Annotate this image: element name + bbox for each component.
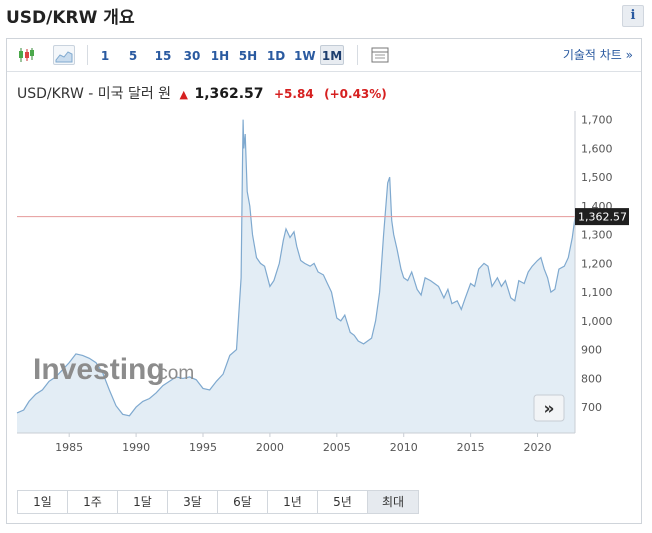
x-tick-label: 2010: [390, 441, 418, 454]
watermark-brand: Investing: [33, 353, 165, 386]
expand-icon: »: [544, 399, 555, 419]
y-tick-label: 800: [581, 372, 602, 385]
x-tick-label: 1985: [55, 441, 83, 454]
x-tick-label: 2000: [256, 441, 284, 454]
y-tick-label: 1,300: [581, 229, 613, 242]
y-tick-label: 1,600: [581, 142, 613, 155]
instrument-name: USD/KRW - 미국 달러 원: [17, 86, 172, 102]
interval-1d-button[interactable]: 1D: [266, 49, 286, 63]
price-change: +5.84: [274, 87, 314, 101]
price-change-percent: (+0.43%): [324, 87, 387, 101]
y-axis: 7008009001,0001,1001,2001,3001,4001,5001…: [574, 111, 613, 433]
interval-1m-button[interactable]: 1M: [320, 45, 344, 65]
interval-1h-button[interactable]: 1H: [210, 49, 230, 63]
range-1y-button[interactable]: 1년: [268, 491, 318, 513]
x-tick-label: 2015: [457, 441, 485, 454]
price-chart[interactable]: 7008009001,0001,1001,2001,3001,4001,5001…: [7, 39, 641, 479]
range-1d-button[interactable]: 1일: [18, 491, 68, 513]
range-3m-button[interactable]: 3달: [168, 491, 218, 513]
expand-chart-button[interactable]: »: [533, 394, 565, 422]
price-line: [16, 119, 576, 417]
interval-5h-button[interactable]: 5H: [238, 49, 258, 63]
interval-1-button[interactable]: 1: [100, 49, 110, 63]
area-fill: [17, 119, 575, 433]
table-view-icon[interactable]: [369, 45, 391, 65]
x-axis: 1985 1990 1995 2000 2005 2010 2015 2020: [17, 432, 575, 454]
quote-line: USD/KRW - 미국 달러 원 ▲ 1,362.57 +5.84 (+0.4…: [17, 83, 387, 103]
y-tick-label: 900: [581, 344, 602, 357]
interval-1w-button[interactable]: 1W: [294, 49, 316, 63]
time-range-selector: 1일 1주 1달 3달 6달 1년 5년 최대: [17, 490, 419, 514]
page-title: USD/KRW 개요: [6, 8, 135, 28]
interval-15-button[interactable]: 15: [154, 49, 172, 63]
range-5y-button[interactable]: 5년: [318, 491, 368, 513]
x-tick-label: 2020: [524, 441, 552, 454]
interval-5-button[interactable]: 5: [128, 49, 138, 63]
toolbar-divider: [87, 45, 88, 65]
range-6m-button[interactable]: 6달: [218, 491, 268, 513]
last-price: 1,362.57: [194, 86, 264, 102]
candlestick-icon[interactable]: [15, 45, 37, 65]
up-arrow-icon: ▲: [179, 88, 188, 101]
chart-panel: 1 5 15 30 1H 5H 1D 1W 1M 기술적 차트 » USD/KR…: [6, 38, 642, 524]
last-price-label: 1,362.57: [578, 211, 627, 224]
watermark-suffix: .com: [153, 363, 194, 384]
interval-30-button[interactable]: 30: [183, 49, 201, 63]
info-icon[interactable]: i: [622, 5, 644, 27]
range-1w-button[interactable]: 1주: [68, 491, 118, 513]
technical-chart-link[interactable]: 기술적 차트 »: [562, 48, 633, 62]
y-tick-label: 1,500: [581, 171, 613, 184]
x-tick-label: 1990: [122, 441, 150, 454]
x-tick-label: 1995: [189, 441, 217, 454]
chart-toolbar: 1 5 15 30 1H 5H 1D 1W 1M 기술적 차트 »: [7, 39, 641, 72]
y-tick-label: 1,000: [581, 315, 613, 328]
y-tick-label: 1,700: [581, 114, 613, 127]
investing-watermark: Investing .com: [33, 353, 194, 386]
y-tick-label: 1,200: [581, 257, 613, 270]
y-tick-label: 700: [581, 401, 602, 414]
range-max-button[interactable]: 최대: [368, 491, 418, 513]
x-tick-label: 2005: [323, 441, 351, 454]
y-tick-label: 1,100: [581, 286, 613, 299]
toolbar-divider: [357, 45, 358, 65]
last-price-tag: 1,362.57: [575, 208, 629, 226]
range-1m-button[interactable]: 1달: [118, 491, 168, 513]
area-chart-icon[interactable]: [53, 45, 75, 65]
